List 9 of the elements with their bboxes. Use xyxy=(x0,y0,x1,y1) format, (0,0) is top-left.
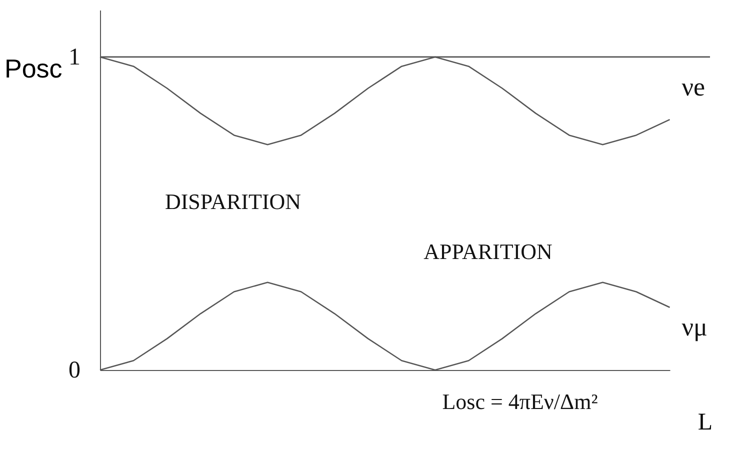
y-tick-label: 1 xyxy=(68,44,80,70)
y-axis-title: Posc xyxy=(4,54,62,84)
series-label: νe xyxy=(682,72,706,102)
annotation: DISPARITION xyxy=(164,189,302,214)
series-label: νμ xyxy=(682,312,708,342)
x-axis-title: L xyxy=(698,410,712,436)
annotation: APPARITION xyxy=(424,239,552,264)
y-tick-label: 0 xyxy=(68,358,80,384)
text: Losc = 4πEν/Δm² xyxy=(442,389,598,414)
